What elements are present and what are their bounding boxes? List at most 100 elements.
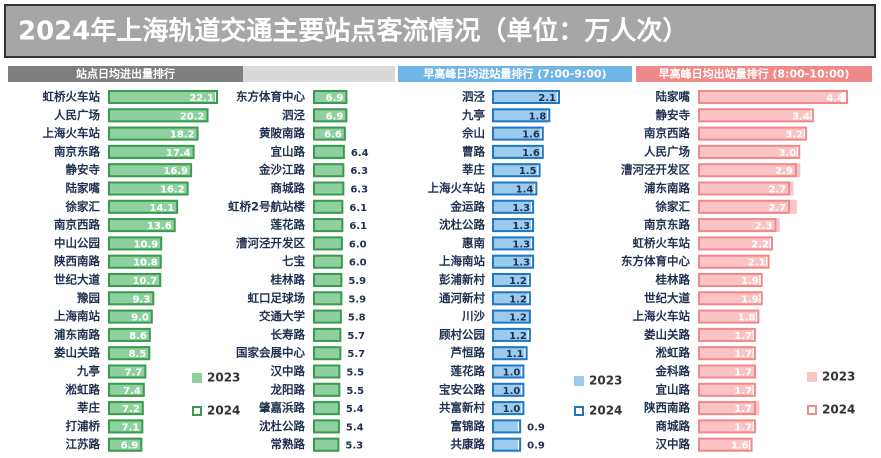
bar-2024 xyxy=(108,236,163,251)
bar-2024 xyxy=(108,199,179,214)
category-label: 陆家嘴 xyxy=(656,90,691,104)
legend-swatch xyxy=(807,372,817,382)
value-label: 2.1 xyxy=(538,93,556,104)
panel-header xyxy=(8,66,243,82)
category-label: 金科路 xyxy=(655,364,691,378)
category-label: 中山公园 xyxy=(54,236,100,250)
legend-swatch xyxy=(192,373,202,383)
category-label: 曹路 xyxy=(462,144,485,158)
bar-2024 xyxy=(492,108,551,123)
bar-2023 xyxy=(313,291,342,306)
bar-2023 xyxy=(313,364,340,379)
value-label: 6.1 xyxy=(349,221,367,232)
bar-2024 xyxy=(313,163,345,178)
value-label: 17.4 xyxy=(166,148,191,159)
bar-2023 xyxy=(108,181,188,196)
value-label: 1.0 xyxy=(503,386,521,397)
bar-2024 xyxy=(108,254,162,269)
category-label: 宜山路 xyxy=(656,382,691,396)
category-label: 金运路 xyxy=(450,199,486,213)
panel-title: 早高峰日均进站量排行 (7:00-9:00) xyxy=(423,67,606,81)
bar-2024 xyxy=(492,163,541,178)
value-label: 0.9 xyxy=(527,422,545,433)
bar-2024 xyxy=(492,90,560,104)
bar-2023 xyxy=(108,126,198,141)
category-label: 桂林路 xyxy=(270,273,306,287)
title-bar xyxy=(4,4,876,58)
bar-2023 xyxy=(108,419,143,434)
bar-2024 xyxy=(313,236,343,251)
bar-2023 xyxy=(492,291,528,306)
value-label: 4.4 xyxy=(826,93,844,104)
value-label: 3.4 xyxy=(792,111,810,122)
category-label: 七宝 xyxy=(282,254,305,268)
value-label: 2.9 xyxy=(775,166,793,177)
bar-2024 xyxy=(492,401,525,416)
value-label: 0.9 xyxy=(527,441,545,452)
bar-2023 xyxy=(698,291,760,306)
bar-2024 xyxy=(698,254,770,269)
bar-2023 xyxy=(698,108,811,123)
bar-2024 xyxy=(492,346,528,361)
category-label: 富锦路 xyxy=(451,419,486,433)
bar-2024 xyxy=(492,419,522,434)
category-label: 静安寺 xyxy=(66,163,101,177)
value-label: 2.7 xyxy=(768,185,786,196)
bar-2023 xyxy=(313,254,342,269)
category-label: 淞虹路 xyxy=(656,346,691,360)
bar-2024 xyxy=(698,108,814,123)
category-label: 静安寺 xyxy=(656,108,691,122)
bar-2024 xyxy=(108,126,199,141)
header-spacer xyxy=(243,66,395,82)
category-label: 东方体育中心 xyxy=(621,254,690,268)
bar-2024 xyxy=(108,419,144,434)
category-label: 虹桥2号航站楼 xyxy=(228,199,306,213)
panel-title: 站点日均进出量排行 xyxy=(76,67,175,81)
value-label: 1.2 xyxy=(509,313,527,324)
value-label: 6.6 xyxy=(324,130,342,141)
panel-header xyxy=(636,66,872,82)
bar-2024 xyxy=(492,437,522,452)
category-label: 金沙江路 xyxy=(258,163,305,177)
bar-2023 xyxy=(492,437,518,452)
page-title: 2024年上海轨道交通主要站点客流情况（单位：万人次） xyxy=(18,16,688,47)
bar-2024 xyxy=(313,273,343,287)
value-label: 1.2 xyxy=(509,294,527,305)
value-label: 1.9 xyxy=(741,294,759,305)
bar-2024 xyxy=(492,199,535,214)
bar-2023 xyxy=(698,90,842,104)
category-label: 世纪大道 xyxy=(54,273,100,287)
bar-2023 xyxy=(108,382,144,397)
value-label: 1.3 xyxy=(512,203,530,214)
bar-2023 xyxy=(698,254,767,269)
value-label: 1.2 xyxy=(509,276,527,287)
bar-2023 xyxy=(108,401,143,416)
category-label: 虹桥火车站 xyxy=(633,236,691,250)
bar-2023 xyxy=(313,108,346,123)
value-label: 1.8 xyxy=(529,111,547,122)
category-label: 莲花路 xyxy=(451,364,486,378)
bar-2024 xyxy=(108,291,155,306)
bar-2023 xyxy=(492,401,522,416)
bar-2024 xyxy=(108,108,209,123)
value-label: 6.0 xyxy=(349,258,367,269)
bar-2023 xyxy=(492,364,522,379)
bar-2024 xyxy=(313,382,341,397)
bar-2023 xyxy=(108,236,161,251)
value-label: 20.2 xyxy=(180,111,205,122)
bar-2023 xyxy=(492,236,531,251)
category-label: 娄山关路 xyxy=(54,346,100,360)
bar-2024 xyxy=(313,401,340,416)
bar-2024 xyxy=(698,419,756,434)
category-label: 豫园 xyxy=(77,291,100,305)
value-label: 7.1 xyxy=(122,422,140,433)
legend-swatch xyxy=(807,405,817,415)
bar-2023 xyxy=(313,346,341,361)
bar-2023 xyxy=(313,126,345,141)
bar-2024 xyxy=(492,218,535,233)
bar-2024 xyxy=(698,346,756,361)
category-label: 人民广场 xyxy=(644,144,690,158)
bar-2024 xyxy=(313,144,345,159)
bar-2023 xyxy=(492,273,528,287)
bar-2024 xyxy=(698,236,773,251)
